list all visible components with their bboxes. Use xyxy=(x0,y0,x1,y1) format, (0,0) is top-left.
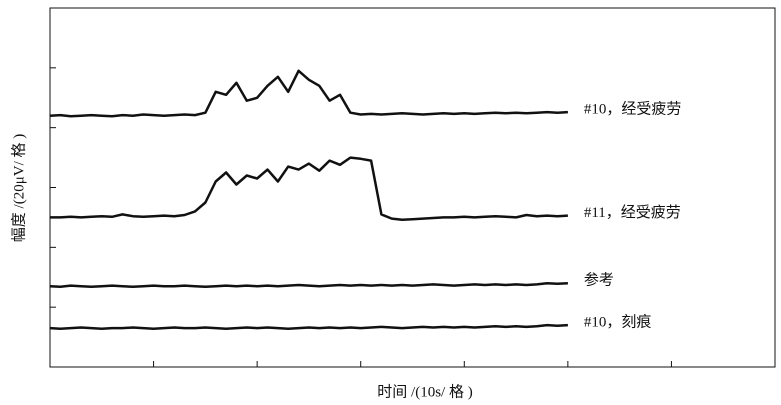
signal-trace xyxy=(49,281,568,289)
plot-frame xyxy=(49,7,776,368)
signal-trace xyxy=(49,69,568,118)
series-label: 参考 xyxy=(584,272,614,289)
signal-trace xyxy=(50,156,568,222)
y-axis-label: 幅度 /(20μV/ 格 ) xyxy=(10,134,27,242)
x-axis-label: 时间 /(10s/ 格 ) xyxy=(377,383,472,400)
series-label: #10，经受疲劳 xyxy=(584,101,682,118)
series-label: #10，刻痕 xyxy=(584,314,652,331)
signal-trace xyxy=(49,323,568,330)
series-label: #11，经受疲劳 xyxy=(584,204,681,221)
